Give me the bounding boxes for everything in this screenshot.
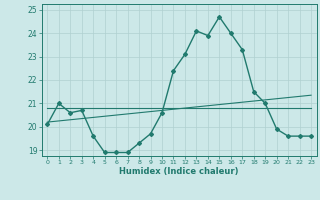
- X-axis label: Humidex (Indice chaleur): Humidex (Indice chaleur): [119, 167, 239, 176]
